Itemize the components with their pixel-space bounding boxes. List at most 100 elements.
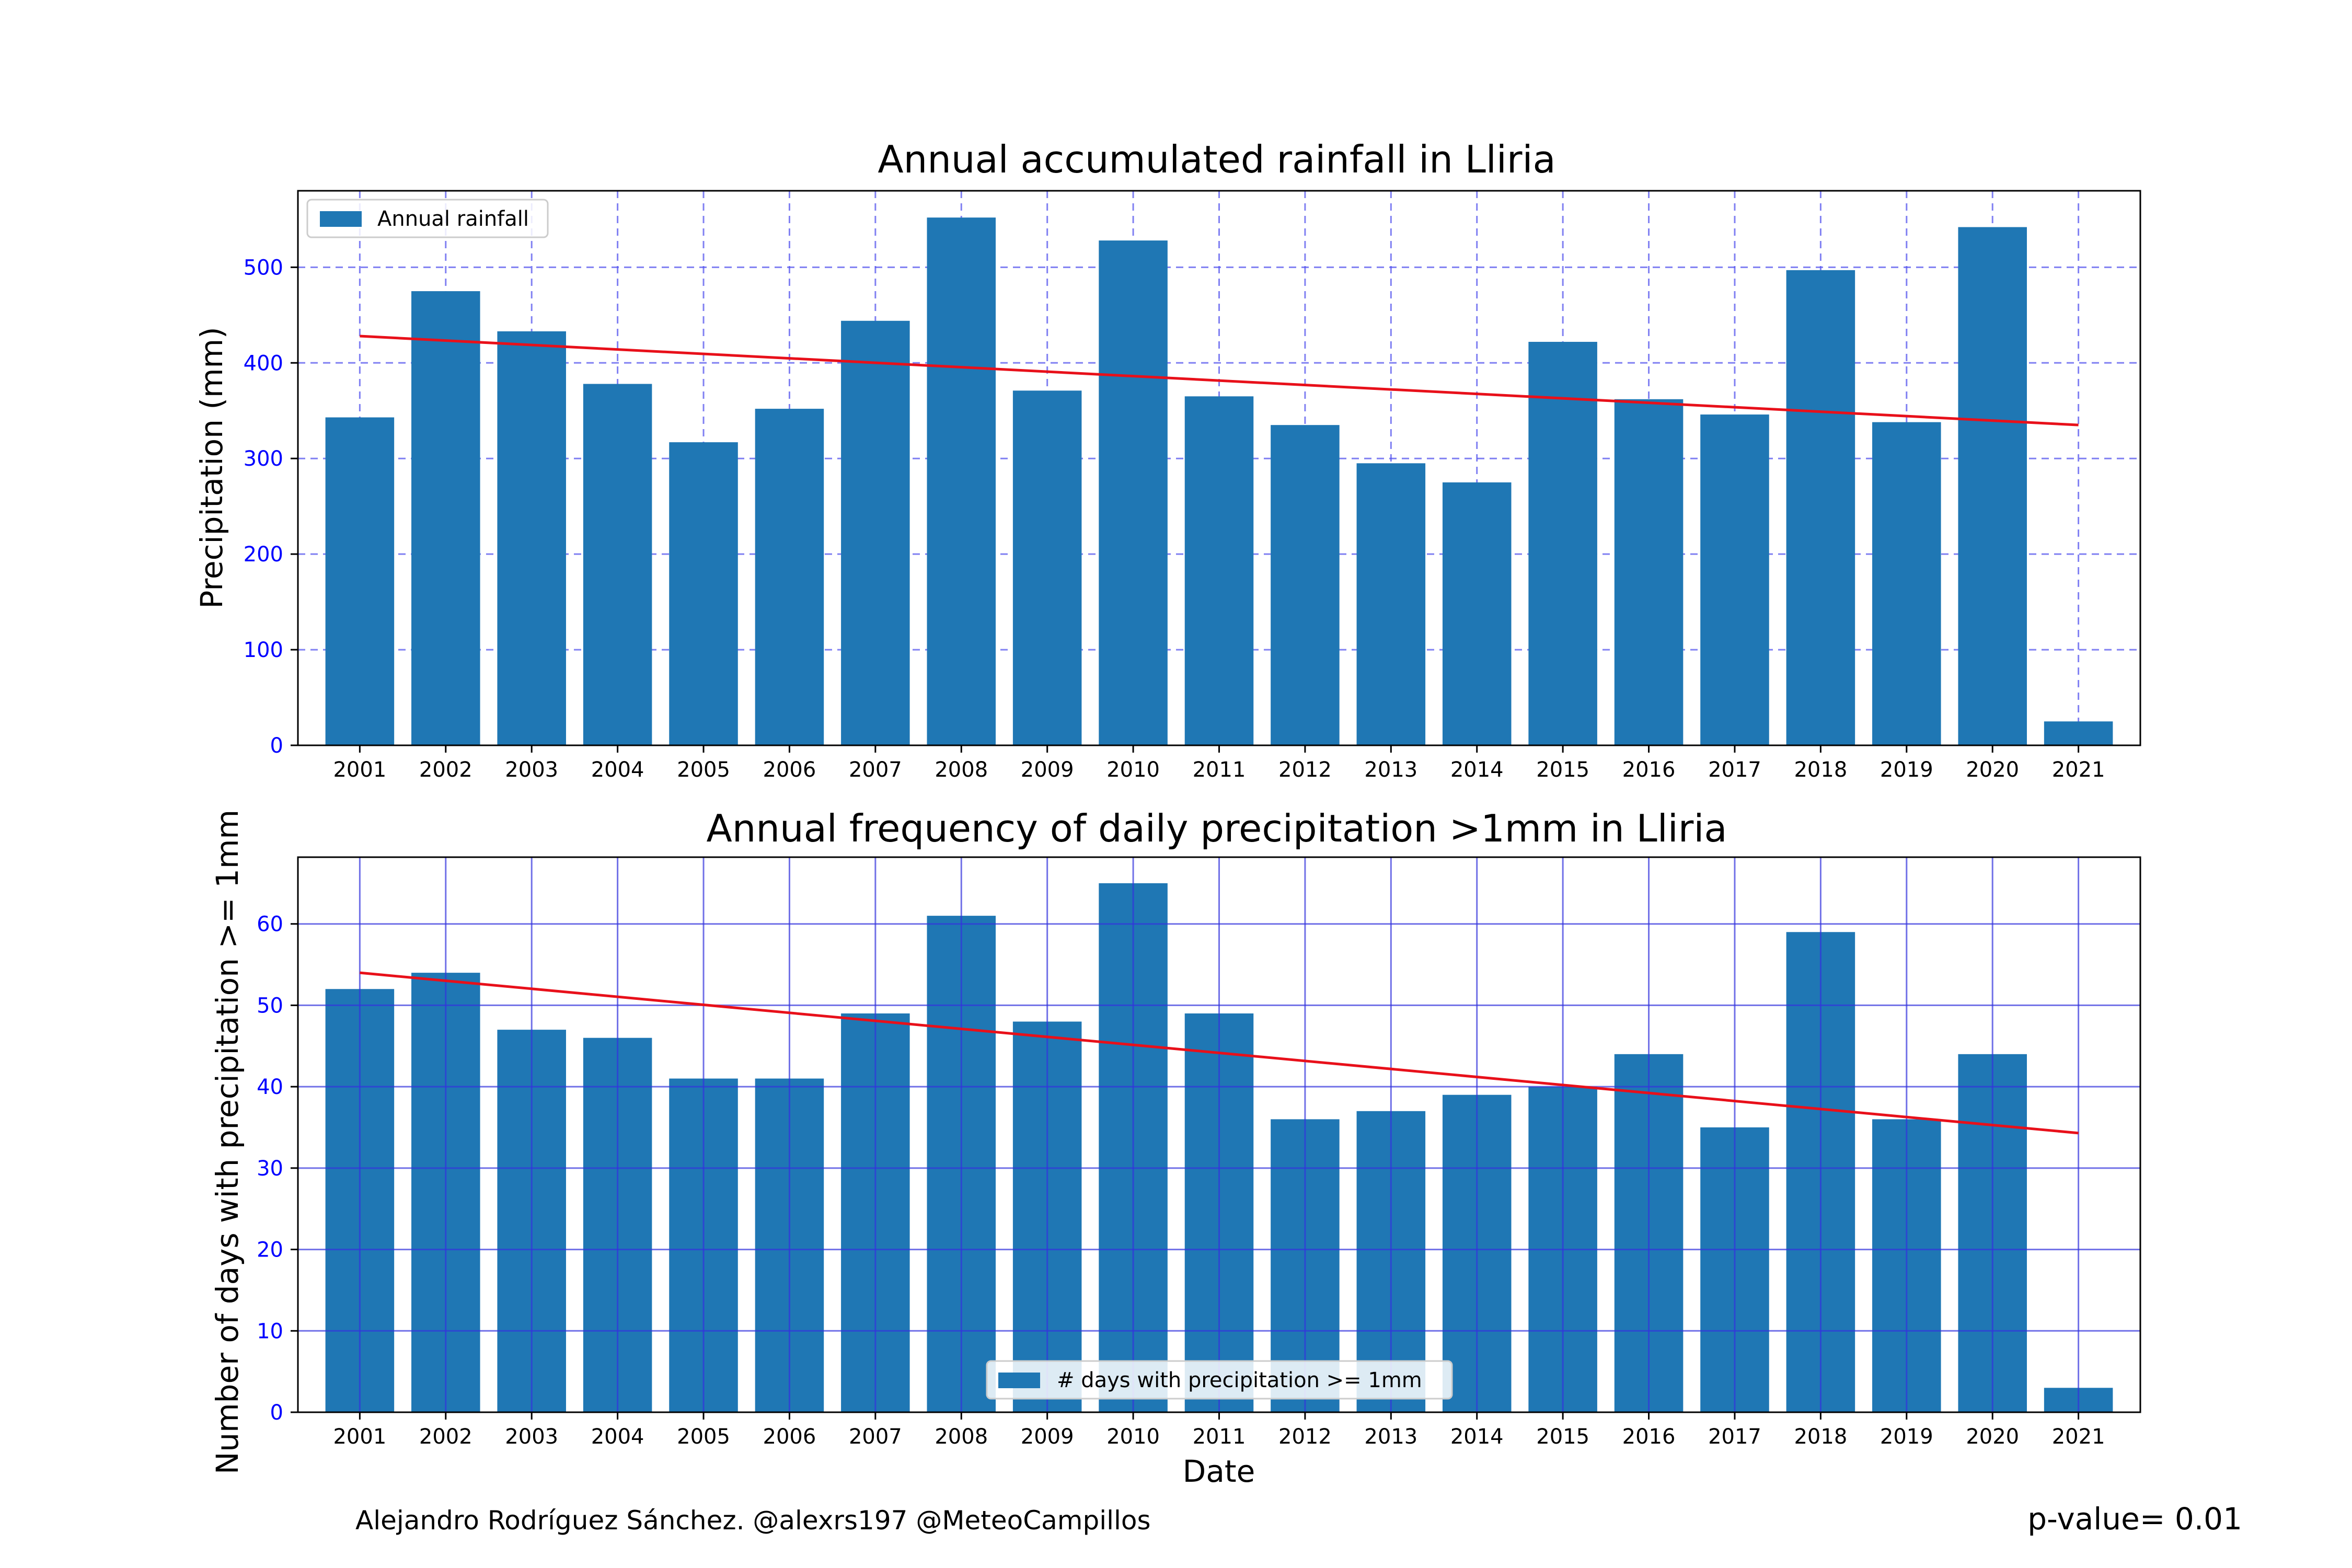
frequency-x-tick-label: 2014 (1450, 1425, 1504, 1449)
rainfall-chart: Annual accumulated rainfall in Lliria Pr… (194, 137, 2141, 782)
frequency-x-tick-label: 2006 (763, 1425, 816, 1449)
frequency-x-tick-label: 2016 (1622, 1425, 1676, 1449)
rainfall-bar-2019 (1872, 422, 1941, 745)
frequency-y-tick-label: 20 (257, 1238, 283, 1262)
frequency-legend-label: # days with precipitation >= 1mm (1057, 1368, 1422, 1392)
rainfall-bar-2016 (1614, 399, 1684, 745)
frequency-y-tick-label: 60 (257, 913, 283, 937)
frequency-x-tick-label: 2001 (333, 1425, 386, 1449)
rainfall-x-ticks: 2001 2002 2003 2004 2005 2006 2007 2008 2009 2010… (333, 745, 2105, 782)
rainfall-bar-2007 (841, 320, 910, 745)
rainfall-bar-2013 (1356, 463, 1426, 745)
rainfall-x-tick-label: 2008 (935, 758, 988, 782)
rainfall-x-tick-label: 2013 (1364, 758, 1417, 782)
frequency-legend: # days with precipitation >= 1mm (986, 1360, 1453, 1400)
rainfall-y-tick-label: 500 (244, 256, 283, 280)
rainfall-bar-2001 (325, 417, 395, 745)
rainfall-x-tick-label: 2020 (1966, 758, 2019, 782)
frequency-x-tick-label: 2005 (677, 1425, 730, 1449)
rainfall-x-tick-label: 2003 (505, 758, 558, 782)
rainfall-legend-box (306, 199, 549, 238)
rainfall-legend-label: Annual rainfall (377, 207, 529, 231)
rainfall-x-tick-label: 2021 (2052, 758, 2105, 782)
frequency-x-tick-label: 2019 (1880, 1425, 1933, 1449)
rainfall-bar-2010 (1099, 240, 1168, 745)
frequency-x-tick-label: 2013 (1364, 1425, 1417, 1449)
frequency-x-tick-label: 2007 (849, 1425, 902, 1449)
rainfall-bars (325, 217, 2113, 745)
rainfall-x-tick-label: 2010 (1106, 758, 1160, 782)
frequency-trend (360, 971, 2079, 1135)
frequency-x-tick-label: 2012 (1278, 1425, 1332, 1449)
rainfall-x-tick-label: 2007 (849, 758, 902, 782)
frequency-trend-line (360, 971, 2079, 1135)
rainfall-bar-2011 (1184, 396, 1254, 745)
rainfall-x-tick-label: 2015 (1536, 758, 1589, 782)
rainfall-chart-title: Annual accumulated rainfall in Lliria (878, 137, 1555, 181)
rainfall-y-tick-label: 0 (270, 734, 283, 758)
rainfall-bar-2017 (1700, 414, 1769, 745)
frequency-chart: Annual frequency of daily precipitation … (210, 806, 2141, 1489)
rainfall-bar-2006 (755, 409, 824, 745)
frequency-y-ticks: 0 10 20 30 40 50 60 (257, 913, 298, 1425)
frequency-chart-title: Annual frequency of daily precipitation … (707, 806, 1727, 850)
p-value-text: p-value= 0.01 (2027, 1501, 2242, 1537)
frequency-x-tick-label: 2009 (1021, 1425, 1074, 1449)
rainfall-y-tick-label: 300 (244, 447, 283, 471)
rainfall-bar-2021 (2044, 721, 2113, 745)
frequency-x-tick-label: 2017 (1708, 1425, 1761, 1449)
rainfall-x-tick-label: 2001 (333, 758, 386, 782)
rainfall-x-tick-label: 2002 (419, 758, 472, 782)
rainfall-x-tick-label: 2017 (1708, 758, 1761, 782)
rainfall-y-tick-label: 100 (244, 638, 283, 662)
frequency-x-tick-label: 2015 (1536, 1425, 1589, 1449)
rainfall-trend (360, 335, 2079, 426)
rainfall-x-tick-label: 2011 (1193, 758, 1246, 782)
rainfall-bar-2005 (669, 442, 738, 745)
frequency-y-tick-label: 50 (257, 994, 283, 1018)
rainfall-y-ticks: 0 100 200 300 400 500 (244, 256, 298, 758)
rainfall-bar-2014 (1442, 482, 1512, 745)
rainfall-x-tick-label: 2009 (1021, 758, 1074, 782)
rainfall-y-tick-label: 200 (244, 543, 283, 567)
rainfall-bar-2009 (1012, 390, 1082, 745)
rainfall-bar-2018 (1786, 270, 1855, 745)
frequency-y-tick-label: 40 (257, 1075, 283, 1099)
rainfall-y-tick-label: 400 (244, 351, 283, 375)
frequency-legend-swatch (998, 1373, 1040, 1388)
rainfall-bar-2008 (927, 217, 996, 745)
rainfall-bar-2015 (1528, 342, 1597, 745)
frequency-x-tick-label: 2020 (1966, 1425, 2019, 1449)
rainfall-bar-2002 (411, 291, 480, 745)
frequency-x-tick-label: 2010 (1106, 1425, 1160, 1449)
rainfall-x-tick-label: 2014 (1450, 758, 1504, 782)
frequency-y-axis-label: Number of days with precipitation >= 1mm (210, 810, 245, 1474)
frequency-x-ticks: 2001 2002 2003 2004 2005 2006 2007 2008 2009 2010… (333, 1412, 2105, 1449)
frequency-x-axis-label: Date (1183, 1454, 1255, 1489)
frequency-y-tick-label: 10 (257, 1319, 283, 1343)
frequency-y-tick-label: 30 (257, 1157, 283, 1181)
rainfall-trend-line (360, 335, 2079, 426)
frequency-x-tick-label: 2003 (505, 1425, 558, 1449)
rainfall-bar-2004 (583, 384, 652, 745)
rainfall-x-tick-label: 2005 (677, 758, 730, 782)
rainfall-bar-2020 (1958, 227, 2027, 745)
frequency-y-tick-label: 0 (270, 1401, 283, 1425)
rainfall-bar-2012 (1271, 425, 1340, 745)
frequency-x-tick-label: 2018 (1794, 1425, 1847, 1449)
frequency-x-tick-label: 2011 (1193, 1425, 1246, 1449)
rainfall-x-tick-label: 2019 (1880, 758, 1933, 782)
frequency-x-tick-label: 2008 (935, 1425, 988, 1449)
rainfall-x-tick-label: 2016 (1622, 758, 1676, 782)
frequency-legend-box (986, 1360, 1453, 1400)
rainfall-bar-2003 (497, 331, 566, 745)
rainfall-legend-swatch (320, 211, 362, 227)
rainfall-x-tick-label: 2006 (763, 758, 816, 782)
rainfall-legend: Annual rainfall (306, 199, 549, 238)
rainfall-x-tick-label: 2004 (591, 758, 644, 782)
frequency-x-tick-label: 2004 (591, 1425, 644, 1449)
rainfall-x-tick-label: 2018 (1794, 758, 1847, 782)
frequency-x-tick-label: 2021 (2052, 1425, 2105, 1449)
credit-text: Alejandro Rodríguez Sánchez. @alexrs197 … (355, 1505, 1151, 1536)
